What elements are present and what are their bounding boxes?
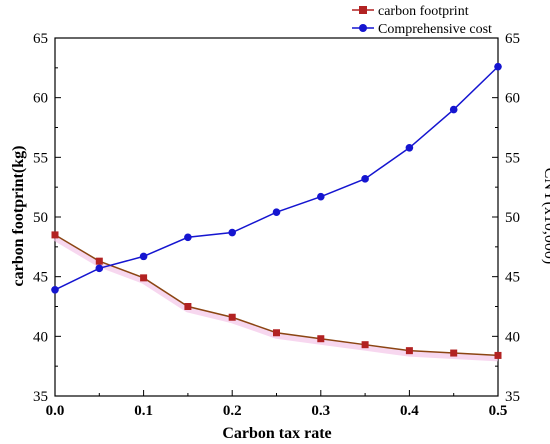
left-y-tick-label: 40 xyxy=(33,329,48,345)
series-carbon-footprint-shadow xyxy=(53,235,499,362)
left-y-tick-label: 65 xyxy=(33,31,48,47)
left-y-axis-ticks: 35 40 45 50 55 60 65 xyxy=(33,31,61,405)
right-y-tick-label: 65 xyxy=(505,31,520,47)
legend-carbon-footprint-label: carbon footprint xyxy=(378,4,469,19)
right-y-tick-label: 45 xyxy=(505,270,520,286)
series-carbon-footprint-point xyxy=(450,349,458,357)
series-carbon-footprint-point xyxy=(317,335,325,343)
right-y-tick-label: 60 xyxy=(505,91,520,107)
series-carbon-footprint-point xyxy=(95,257,103,265)
series-comprehensive-cost-point xyxy=(317,192,325,201)
legend-carbon-footprint-marker xyxy=(359,6,367,14)
legend: carbon footprint Comprehensive cost xyxy=(352,4,492,37)
series-carbon-footprint-point xyxy=(361,341,369,349)
series-carbon-footprint-point xyxy=(405,347,413,355)
x-tick-label: 0.5 xyxy=(489,403,508,419)
plot-frame xyxy=(54,37,499,397)
x-axis-ticks: 0.0 0.1 0.2 0.3 0.4 0.5 xyxy=(46,390,508,419)
series-comprehensive-cost-point xyxy=(139,252,148,261)
left-y-tick-label: 55 xyxy=(33,150,48,166)
x-tick-label: 0.4 xyxy=(400,403,419,419)
series-layer xyxy=(51,62,502,362)
series-comprehensive-cost-point xyxy=(405,143,414,152)
series-comprehensive-cost-point xyxy=(228,228,236,237)
legend-comprehensive-cost-label: Comprehensive cost xyxy=(378,22,492,37)
right-y-tick-label: 50 xyxy=(505,210,520,226)
left-y-tick-label: 60 xyxy=(33,91,48,107)
x-tick-label: 0.1 xyxy=(134,403,153,419)
series-comprehensive-cost-point xyxy=(184,233,192,242)
series-comprehensive-cost-point xyxy=(272,208,281,217)
legend-comprehensive-cost-marker xyxy=(359,24,367,32)
series-carbon-footprint-point xyxy=(273,329,280,337)
x-axis-title: Carbon tax rate xyxy=(222,425,331,442)
right-y-tick-label: 40 xyxy=(505,329,520,345)
left-y-axis-title: carbon footprint(kg) xyxy=(10,146,27,287)
right-y-tick-label: 35 xyxy=(505,389,520,405)
series-carbon-footprint-point xyxy=(228,313,236,321)
x-tick-label: 0.0 xyxy=(46,403,65,419)
left-y-tick-label: 50 xyxy=(33,210,48,226)
left-y-tick-label: 45 xyxy=(33,270,48,286)
series-carbon-footprint-point xyxy=(140,274,148,282)
series-comprehensive-cost-point xyxy=(494,62,502,71)
x-tick-label: 0.3 xyxy=(311,403,330,419)
right-y-tick-label: 55 xyxy=(505,150,520,166)
series-carbon-footprint-point xyxy=(51,231,59,239)
series-carbon-footprint-point xyxy=(184,303,192,310)
series-comprehensive-cost-point xyxy=(449,105,458,114)
x-tick-label: 0.2 xyxy=(223,403,242,419)
series-comprehensive-cost-point xyxy=(95,264,104,273)
series-carbon-footprint-point xyxy=(494,351,502,359)
left-y-tick-label: 35 xyxy=(33,389,48,405)
series-comprehensive-cost-point xyxy=(51,285,59,294)
right-y-axis-ticks: 35 40 45 50 55 60 65 xyxy=(492,31,520,405)
right-y-axis-title: CNY(x10,000) xyxy=(541,168,550,264)
plot-border xyxy=(54,37,499,397)
series-comprehensive-cost-point xyxy=(361,175,369,183)
series-comprehensive-cost-line xyxy=(54,66,499,291)
